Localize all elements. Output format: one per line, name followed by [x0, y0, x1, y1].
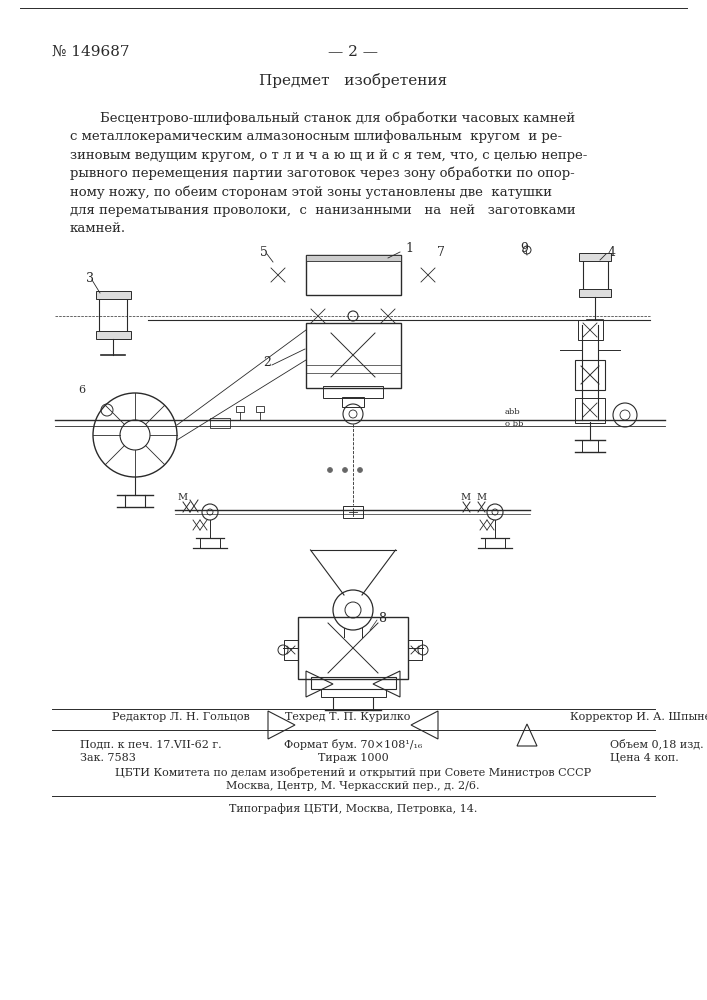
Bar: [95, 331, 131, 339]
Text: 8: 8: [378, 611, 386, 624]
Bar: [284, 640, 298, 660]
Bar: [575, 360, 605, 390]
Bar: [298, 617, 408, 679]
Text: Цена 4 коп.: Цена 4 коп.: [610, 753, 679, 763]
Text: аbb: аbb: [505, 408, 520, 416]
Bar: [210, 418, 230, 428]
Bar: [579, 289, 611, 297]
Bar: [310, 677, 395, 689]
Text: 1: 1: [405, 241, 413, 254]
Text: ЦБТИ Комитета по делам изобретений и открытий при Совете Министров СССР: ЦБТИ Комитета по делам изобретений и отк…: [115, 766, 591, 778]
Text: для перематывания проволоки,  с  нанизанными   на  ней   заготовками: для перематывания проволоки, с нанизанны…: [70, 204, 575, 217]
Text: 9: 9: [520, 241, 528, 254]
Bar: [95, 291, 131, 299]
Text: рывного перемещения партии заготовок через зону обработки по опор-: рывного перемещения партии заготовок чер…: [70, 167, 575, 180]
Bar: [343, 506, 363, 518]
Bar: [305, 255, 400, 261]
Text: Типография ЦБТИ, Москва, Петровка, 14.: Типография ЦБТИ, Москва, Петровка, 14.: [229, 804, 477, 814]
Bar: [578, 320, 602, 340]
Text: M: M: [476, 493, 486, 502]
Circle shape: [327, 468, 332, 473]
Text: Формат бум. 70×108¹/₁₆: Формат бум. 70×108¹/₁₆: [284, 738, 422, 750]
Text: № 149687: № 149687: [52, 45, 129, 59]
Text: 2: 2: [263, 357, 271, 369]
Text: M: M: [177, 493, 187, 502]
Text: Объем 0,18 изд. л.: Объем 0,18 изд. л.: [610, 739, 707, 749]
Bar: [342, 397, 364, 407]
Text: камней.: камней.: [70, 223, 126, 235]
Text: Бесцентрово-шлифовальный станок для обработки часовых камней: Бесцентрово-шлифовальный станок для обра…: [100, 111, 575, 125]
Text: о bb: о bb: [505, 420, 523, 428]
Text: 5: 5: [260, 245, 268, 258]
Circle shape: [342, 468, 348, 473]
Bar: [305, 255, 400, 295]
Bar: [408, 640, 422, 660]
Text: Зак. 7583: Зак. 7583: [80, 753, 136, 763]
Bar: [256, 406, 264, 412]
Text: 6: 6: [78, 385, 85, 395]
Bar: [99, 292, 127, 338]
Bar: [583, 255, 607, 295]
Text: Корректор И. А. Шпынева: Корректор И. А. Шпынева: [570, 712, 707, 722]
Text: Редактор Л. Н. Гольцов: Редактор Л. Н. Гольцов: [112, 712, 250, 722]
Text: Предмет   изобретения: Предмет изобретения: [259, 73, 447, 88]
Text: 3: 3: [86, 271, 94, 284]
Text: — 2 —: — 2 —: [328, 45, 378, 59]
Text: 7: 7: [437, 245, 445, 258]
Text: 4: 4: [608, 245, 616, 258]
Circle shape: [358, 468, 363, 473]
Text: Тираж 1000: Тираж 1000: [317, 753, 388, 763]
Bar: [579, 253, 611, 261]
Text: ному ножу, по обеим сторонам этой зоны установлены две  катушки: ному ножу, по обеим сторонам этой зоны у…: [70, 185, 552, 199]
Bar: [323, 386, 383, 398]
Text: с металлокерамическим алмазоносным шлифовальным  кругом  и ре-: с металлокерамическим алмазоносным шлифо…: [70, 130, 562, 143]
Text: Техред Т. П. Курилко: Техред Т. П. Курилко: [286, 712, 411, 722]
Text: M: M: [460, 493, 470, 502]
Bar: [236, 406, 244, 412]
Bar: [320, 689, 385, 697]
Text: зиновым ведущим кругом, о т л и ч а ю щ и й с я тем, что, с целью непре-: зиновым ведущим кругом, о т л и ч а ю щ …: [70, 148, 588, 161]
Bar: [305, 322, 400, 387]
Text: Москва, Центр, М. Черкасский пер., д. 2/6.: Москва, Центр, М. Черкасский пер., д. 2/…: [226, 781, 480, 791]
Text: Подп. к печ. 17.VII-62 г.: Подп. к печ. 17.VII-62 г.: [80, 739, 221, 749]
Bar: [575, 397, 605, 422]
